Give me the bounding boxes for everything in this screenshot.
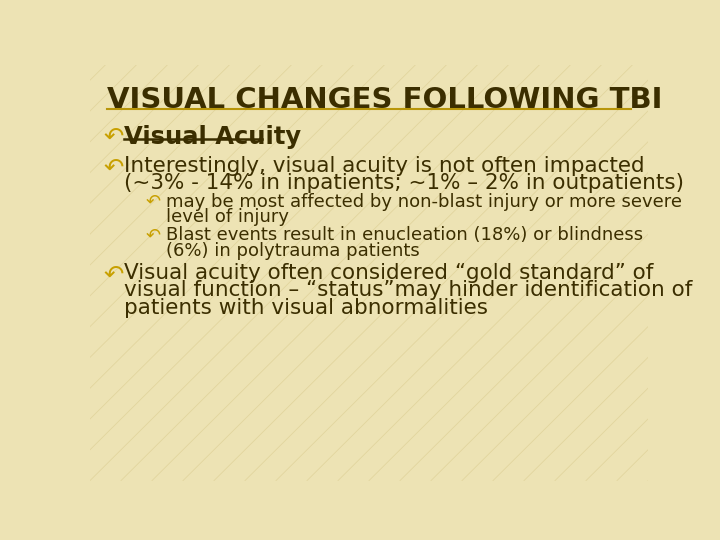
Text: (~3% - 14% in inpatients; ~1% – 2% in outpatients): (~3% - 14% in inpatients; ~1% – 2% in ou…: [124, 173, 684, 193]
Text: ↶: ↶: [104, 156, 125, 180]
Text: (6%) in polytrauma patients: (6%) in polytrauma patients: [166, 242, 420, 260]
Text: ↶: ↶: [145, 193, 161, 211]
Text: patients with visual abnormalities: patients with visual abnormalities: [124, 298, 488, 318]
Text: Blast events result in enucleation (18%) or blindness: Blast events result in enucleation (18%)…: [166, 226, 643, 245]
Text: ↶: ↶: [104, 262, 125, 287]
Text: visual function – “status”may hinder identification of: visual function – “status”may hinder ide…: [124, 280, 693, 300]
Text: Visual acuity often considered “gold standard” of: Visual acuity often considered “gold sta…: [124, 262, 654, 283]
Text: ↶: ↶: [145, 226, 161, 245]
Text: level of injury: level of injury: [166, 208, 289, 226]
Text: may be most affected by non-blast injury or more severe: may be most affected by non-blast injury…: [166, 193, 682, 211]
Text: Visual Acuity: Visual Acuity: [124, 125, 301, 149]
Text: VISUAL CHANGES FOLLOWING TBI: VISUAL CHANGES FOLLOWING TBI: [107, 85, 662, 113]
Text: Interestingly, visual acuity is not often impacted: Interestingly, visual acuity is not ofte…: [124, 156, 644, 176]
Text: ↶: ↶: [104, 125, 125, 149]
